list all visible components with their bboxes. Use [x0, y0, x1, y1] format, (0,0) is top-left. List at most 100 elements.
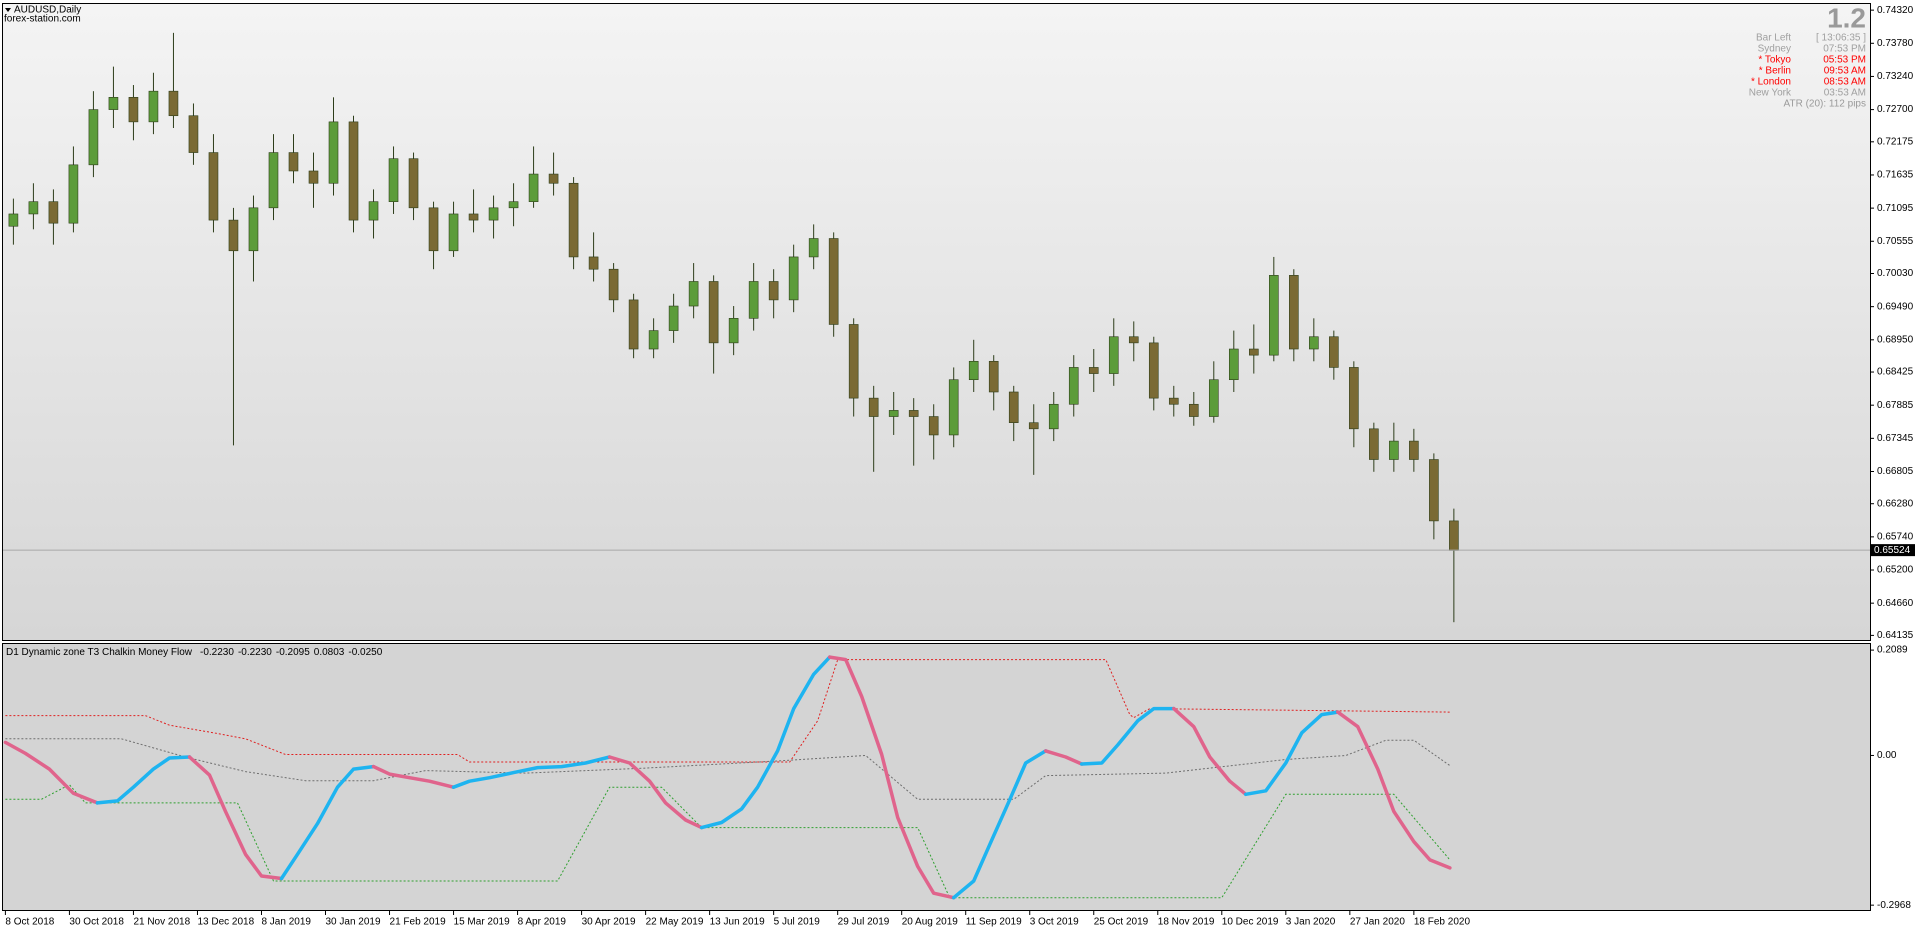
candle-body: [928, 416, 939, 436]
indicator-line: [951, 749, 1048, 900]
candle-body: [328, 121, 339, 184]
candle-body: [28, 201, 39, 215]
y-tick-label: 0.70555: [1877, 236, 1914, 247]
indicator-readout: -0.2230: [238, 647, 272, 658]
candle-body: [1088, 367, 1099, 374]
menu-arrow[interactable]: [5, 8, 11, 12]
candle-body: [108, 97, 119, 110]
x-tick-label: 18 Feb 2020: [1414, 917, 1471, 928]
info-value: 08:53 AM: [1824, 77, 1866, 88]
candle-body: [548, 173, 559, 184]
indicator-line: [279, 764, 376, 881]
info-value: 03:53 AM: [1824, 88, 1866, 99]
x-tick-label: 27 Jan 2020: [1350, 917, 1405, 928]
x-tick-label: 25 Oct 2019: [1094, 917, 1149, 928]
candle-body: [1309, 336, 1319, 350]
info-value: 05:53 PM: [1823, 55, 1866, 66]
indicator-line: [1172, 706, 1248, 797]
atr-label: ATR (20): 112 pips: [1784, 99, 1866, 110]
y-tick-label: 0.74320: [1877, 5, 1914, 16]
candle-body: [1269, 275, 1279, 356]
candle-body: [648, 330, 659, 350]
y-tick-label: 0.69490: [1877, 301, 1914, 312]
x-tick-label: 18 Nov 2019: [1158, 917, 1215, 928]
y-tick-label: 0.68425: [1877, 367, 1914, 378]
candle-body: [808, 238, 819, 258]
indicator-line: [1079, 706, 1176, 766]
candle-body: [1249, 348, 1259, 356]
candle-body: [1449, 520, 1459, 551]
candle-body: [1068, 367, 1079, 405]
y-tick-label: 0.67345: [1877, 433, 1914, 444]
indicator-line: [95, 755, 192, 805]
y-tick-label: 0.72175: [1877, 136, 1914, 147]
info-value: [ 13:06:35 ]: [1816, 33, 1866, 44]
y-tick-label: 0.64660: [1877, 598, 1914, 609]
candle-body: [1429, 459, 1439, 522]
candle-body: [1148, 342, 1159, 399]
y-tick-label: 0.73780: [1877, 38, 1914, 49]
indicator-panel: [2, 643, 1871, 911]
candle-body: [848, 324, 859, 399]
candle-body: [948, 379, 959, 436]
x-tick-label: 30 Jan 2019: [326, 917, 381, 928]
candle-body: [668, 305, 679, 331]
y-tick-label: 0.71095: [1877, 203, 1914, 214]
candle-body: [1028, 422, 1039, 430]
indicator-line: [827, 655, 956, 900]
indicator-line: [1043, 749, 1084, 766]
indicator-line: [699, 655, 832, 830]
candle-body: [128, 97, 139, 123]
info-label: Sydney: [1758, 44, 1791, 55]
y-tick-label: 0.65200: [1877, 565, 1914, 576]
candle-body: [888, 410, 899, 417]
candle-body: [1329, 336, 1339, 368]
candle-body: [488, 207, 499, 221]
indicator-name: D1 Dynamic zone T3 Chalkin Money Flow: [6, 647, 193, 658]
candle-body: [868, 397, 879, 417]
candle-body: [1389, 440, 1399, 460]
candle-body: [188, 115, 199, 153]
candle-body: [528, 173, 539, 202]
candle-body: [628, 299, 639, 350]
info-label: New York: [1749, 88, 1792, 99]
y-tick-label: 0.00: [1877, 750, 1897, 761]
candle-body: [1409, 440, 1419, 460]
candle-body: [148, 90, 159, 123]
candle-body: [1289, 275, 1299, 350]
candle-body: [1208, 379, 1219, 417]
candle-body: [228, 219, 239, 252]
y-tick-label: 0.73240: [1877, 71, 1914, 82]
indicator-line: [1336, 710, 1452, 870]
candle-body: [68, 164, 79, 224]
candle-body: [968, 360, 979, 381]
candle-body: [608, 268, 619, 301]
candle-body: [1048, 403, 1059, 430]
candle-body: [728, 318, 739, 344]
x-tick-label: 30 Oct 2018: [69, 917, 124, 928]
candle-body: [568, 182, 579, 258]
indicator-line: [3, 740, 100, 805]
candle-body: [1108, 336, 1119, 374]
y-tick-label: 0.66280: [1877, 498, 1914, 509]
indicator-line: [607, 755, 704, 830]
candle-body: [368, 201, 379, 221]
x-tick-label: 29 Jul 2019: [838, 917, 890, 928]
x-tick-label: 13 Jun 2019: [710, 917, 765, 928]
candle-body: [88, 109, 99, 166]
y-tick-label: 0.65740: [1877, 532, 1914, 543]
candle-body: [388, 158, 399, 202]
x-tick-label: 8 Oct 2018: [5, 917, 54, 928]
indicator-line: [1244, 710, 1340, 797]
x-tick-label: 15 Mar 2019: [454, 917, 511, 928]
candle-body: [768, 281, 779, 301]
candle-body: [48, 201, 59, 224]
indicator-readout: -0.0250: [348, 647, 382, 658]
source-label: forex-station.com: [4, 14, 81, 25]
y-tick-label: 0.70030: [1877, 268, 1914, 279]
x-tick-label: 5 Jul 2019: [774, 917, 821, 928]
candle-body: [688, 281, 699, 307]
symbol-label: AUDUSD,Daily: [14, 5, 81, 16]
current-price-box: [1871, 544, 1915, 557]
